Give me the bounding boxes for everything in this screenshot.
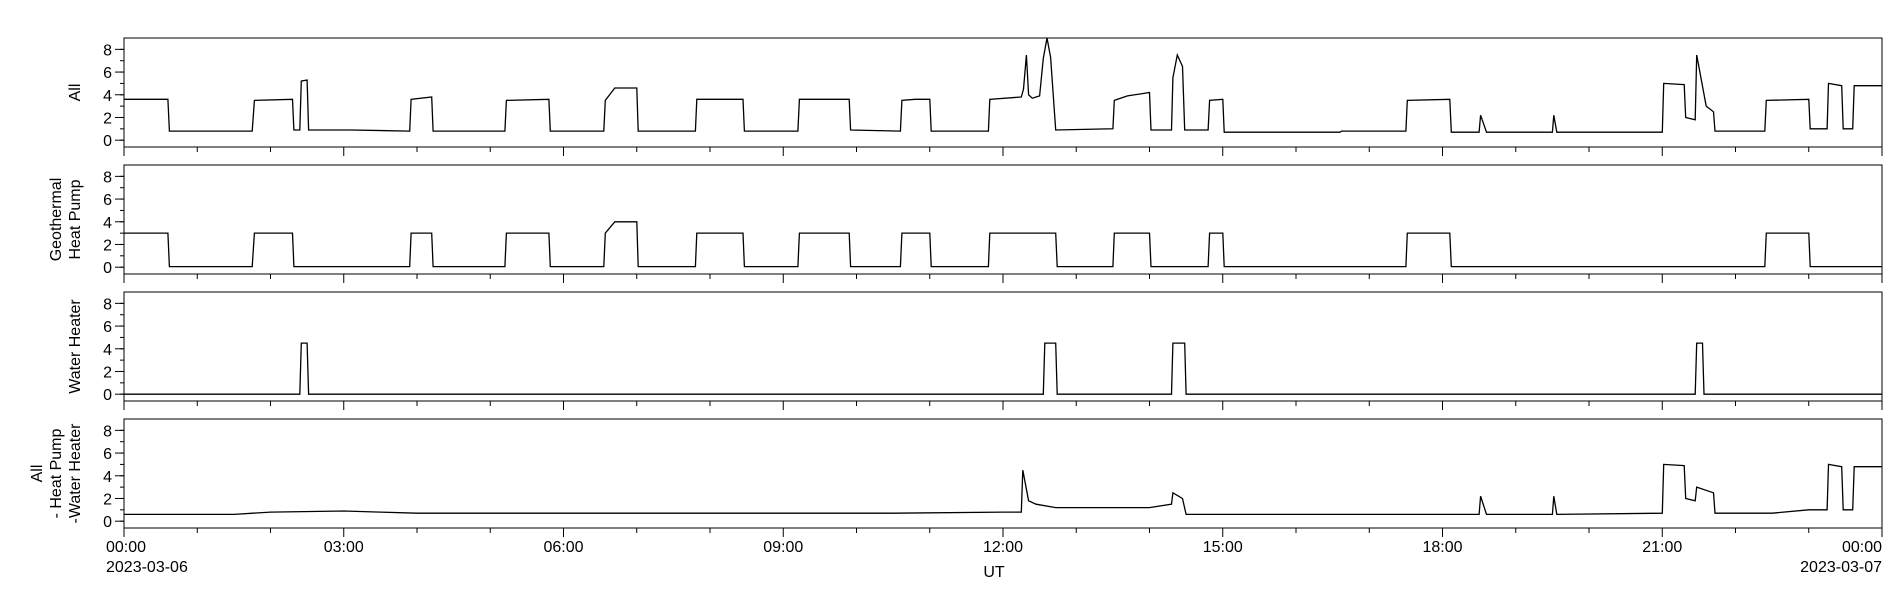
y-tick-label: 6 (103, 65, 112, 82)
panel-3: 0 2 4 6 8 Water Heater (67, 291, 1883, 410)
x-tick-label: 09:00 (763, 539, 803, 556)
panel-frame (123, 164, 1883, 275)
panel-y-label: -Water Heater (67, 423, 84, 524)
y-tick-label: 2 (103, 364, 112, 381)
y-tick-label: 8 (103, 42, 112, 59)
chart-panels: 0 2 4 6 8 All 0 2 4 6 8 Geothermal Heat Pump 0 2 4 6 8 Wat… (29, 37, 1883, 537)
x-tick-label: 00:00 (106, 539, 146, 556)
y-tick-label: 0 (103, 260, 112, 277)
y-tick-label: 2 (103, 491, 112, 508)
panel-y-label: Heat Pump (67, 179, 84, 259)
panel-y-label: All (67, 84, 84, 102)
y-tick-label: 0 (103, 387, 112, 404)
y-tick-label: 8 (103, 423, 112, 440)
y-tick-label: 6 (103, 446, 112, 463)
x-tick-label: 06:00 (543, 539, 583, 556)
series-line (124, 221, 1882, 268)
x-tick-label: 12:00 (983, 539, 1023, 556)
y-tick-label: 8 (103, 169, 112, 186)
panel-2: 0 2 4 6 8 Geothermal Heat Pump (48, 164, 1883, 283)
panel-1: 0 2 4 6 8 All (67, 37, 1883, 156)
y-tick-label: 6 (103, 192, 112, 209)
y-tick-label: 0 (103, 133, 112, 150)
panel-4: 0 2 4 6 8 All - Heat Pump -Water Heater (29, 418, 1883, 537)
x-tick-label: 15:00 (1203, 539, 1243, 556)
x-axis: 00:00 03:00 06:00 09:00 12:00 15:00 18:00 21:00… (106, 539, 1882, 556)
y-tick-label: 8 (103, 296, 112, 313)
y-tick-label: 4 (103, 342, 112, 359)
panel-y-label: - Heat Pump (48, 428, 65, 518)
x-axis-label: UT (983, 564, 1005, 581)
y-tick-label: 0 (103, 514, 112, 531)
panel-y-label: Water Heater (67, 299, 84, 394)
x-date-label-start: 2023-03-06 (106, 559, 188, 576)
y-tick-label: 6 (103, 319, 112, 336)
panel-y-label: Geothermal (48, 178, 65, 262)
series-line (124, 342, 1882, 395)
x-tick-label: 00:00 (1842, 539, 1882, 556)
panel-frame (123, 291, 1883, 402)
y-tick-label: 4 (103, 469, 112, 486)
series-line (124, 37, 1882, 133)
y-tick-label: 4 (103, 88, 112, 105)
y-tick-label: 2 (103, 110, 112, 127)
x-date-label-end: 2023-03-07 (1800, 559, 1882, 576)
y-tick-label: 2 (103, 237, 112, 254)
x-tick-label: 18:00 (1422, 539, 1462, 556)
x-tick-label: 03:00 (324, 539, 364, 556)
x-tick-label: 21:00 (1642, 539, 1682, 556)
series-line (124, 463, 1882, 516)
y-tick-label: 4 (103, 215, 112, 232)
panel-y-label: All (29, 465, 46, 483)
